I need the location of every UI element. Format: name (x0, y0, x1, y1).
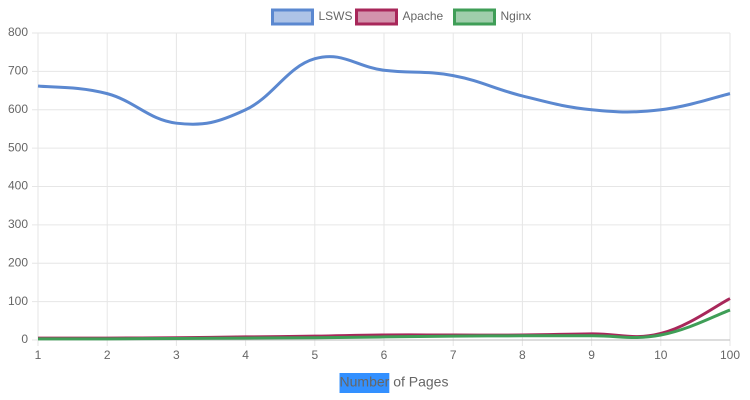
legend-label: Nginx (501, 9, 532, 23)
x-tick-label: 100 (720, 348, 740, 362)
series-line (37, 308, 731, 341)
y-tick-label: 400 (8, 179, 28, 193)
x-tick-label: 1 (35, 348, 42, 362)
y-tick-label: 200 (8, 255, 28, 269)
y-tick-label: 800 (8, 25, 28, 39)
x-tick-label: 5 (311, 348, 318, 362)
x-tick-label: 8 (519, 348, 526, 362)
series-line (37, 55, 731, 126)
y-tick-label: 500 (8, 140, 28, 154)
legend-swatch (453, 8, 496, 26)
x-axis-label: Number of Pages (340, 374, 449, 390)
y-tick-label: 0 (21, 332, 28, 346)
selection-highlight (339, 373, 390, 393)
y-tick-label: 600 (8, 102, 28, 116)
y-tick-label: 700 (8, 64, 28, 78)
y-tick-label: 300 (8, 217, 28, 231)
x-tick-label: 7 (450, 348, 457, 362)
y-tick-label: 100 (8, 294, 28, 308)
x-tick-label: 9 (588, 348, 595, 362)
legend-label: LSWS (319, 9, 353, 23)
legend-swatch (355, 8, 398, 26)
x-tick-label: 6 (381, 348, 388, 362)
x-tick-label: 3 (173, 348, 180, 362)
legend-label: Apache (403, 9, 444, 23)
x-tick-label: 4 (242, 348, 249, 362)
x-tick-label: 2 (104, 348, 111, 362)
legend-swatch (271, 8, 314, 26)
x-tick-label: 10 (654, 348, 668, 362)
